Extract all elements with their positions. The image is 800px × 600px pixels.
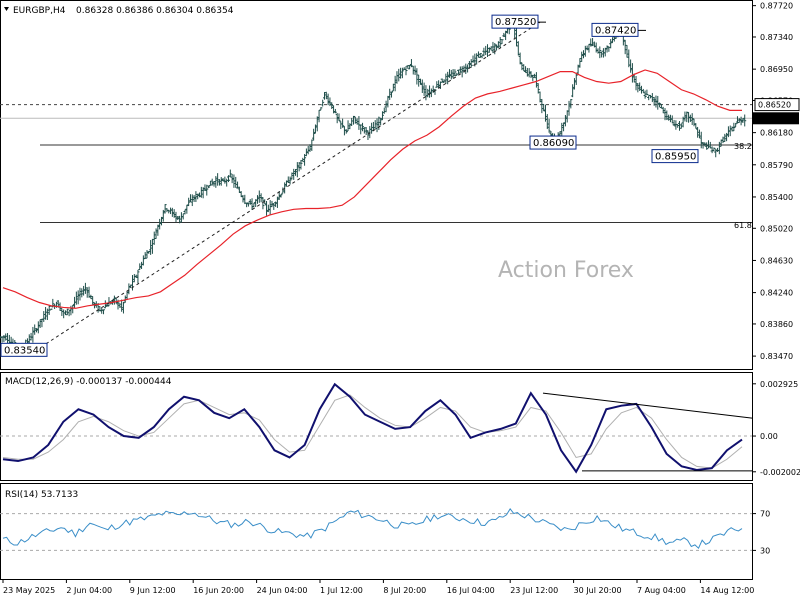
ohlc-label: 0.86328 0.86386 0.86304 0.86354	[76, 6, 234, 16]
xtick-label: 24 Jun 04:00	[257, 586, 308, 595]
price-ytick-label: 0.83860	[760, 320, 793, 329]
price-panel-frame	[0, 0, 753, 370]
price-level-box	[651, 149, 699, 164]
trend-line	[35, 21, 541, 351]
price-header: EURGBP,H4 0.86328 0.86386 0.86304 0.8635…	[4, 6, 234, 16]
price-ytick-label: 0.87720	[760, 2, 793, 11]
price-level-box	[529, 135, 577, 150]
price-level-label: 0.83540	[0, 342, 48, 357]
price-level-text: 0.85950	[655, 152, 696, 163]
xtick-label: 16 Jun 20:00	[193, 586, 244, 595]
rsi-line	[2, 507, 743, 550]
price-level-text: 0.86090	[533, 138, 574, 149]
price-level-label: 0.87420	[591, 22, 646, 37]
macd-title: MACD(12,26,9) -0.000137 -0.000444	[5, 377, 172, 387]
price-ytick-label: 0.85400	[760, 193, 793, 202]
macd-signal-line	[2, 394, 743, 469]
rsi-panel-frame	[0, 483, 753, 580]
xtick-label: 16 Jul 04:00	[447, 586, 495, 595]
xtick-label: 7 Aug 04:00	[637, 586, 686, 595]
xtick-label: 30 Jul 20:00	[574, 586, 622, 595]
price-ytick-label: 0.84240	[760, 289, 793, 298]
macd-panel-frame	[0, 372, 753, 481]
symbol-label: EURGBP,H4	[13, 6, 66, 16]
fib-618-label: 61.8	[734, 221, 752, 230]
macd-trend-line	[542, 392, 753, 419]
price-ytick-label: 0.87340	[760, 33, 793, 42]
xtick-label: 8 Jul 20:00	[383, 586, 426, 595]
xtick-label: 14 Aug 12:00	[700, 586, 754, 595]
price-level-text: 0.87520	[495, 17, 536, 28]
price-level-label: 0.85950	[651, 149, 699, 164]
price-ytick-label: 0.83470	[760, 352, 793, 361]
price-level-text: 0.83540	[4, 345, 45, 356]
price-level-text: 0.87420	[595, 25, 636, 36]
xtick-label: 23 Jul 12:00	[510, 586, 558, 595]
macd-ytick-label: 0.002925	[760, 380, 798, 389]
xtick-label: 2 Jun 04:00	[66, 586, 112, 595]
price-level-box	[0, 342, 48, 357]
current-price-tag: 0.86354	[753, 112, 799, 125]
current-price-tag-box	[753, 112, 799, 125]
resistance-tag: 0.86520	[754, 98, 800, 112]
price-ytick-label: 0.85020	[760, 224, 793, 233]
price-ytick-label: 0.86950	[760, 65, 793, 74]
xtick-label: 9 Jun 12:00	[130, 586, 176, 595]
rsi-ytick-label: 30	[760, 546, 770, 555]
macd-line	[2, 382, 743, 474]
price-ytick-label: 0.84630	[760, 256, 793, 265]
price-ytick-label: 0.86180	[760, 129, 793, 138]
fib-382-label: 38.2	[734, 142, 752, 151]
xtick-label: 23 May 2025	[3, 586, 55, 595]
macd-ytick-label: 0.00	[760, 432, 778, 441]
resistance-tag-text: 0.86520	[758, 101, 791, 110]
xtick-label: 1 Jul 12:00	[320, 586, 363, 595]
collapse-arrow-icon[interactable]	[4, 7, 9, 11]
rsi-title: RSI(14) 53.7133	[5, 490, 78, 500]
macd-ytick-label: -0.002002	[760, 468, 800, 477]
rsi-ytick-label: 70	[760, 510, 770, 519]
watermark: Action Forex	[498, 258, 634, 283]
moving-average-line	[2, 69, 742, 309]
resistance-tag-box	[754, 98, 800, 112]
price-ytick-label: 0.85790	[760, 161, 793, 170]
current-price-tag-text: 0.86354	[757, 114, 798, 124]
price-level-label: 0.86090	[529, 135, 577, 150]
price-level-label: 0.87520	[491, 14, 546, 29]
